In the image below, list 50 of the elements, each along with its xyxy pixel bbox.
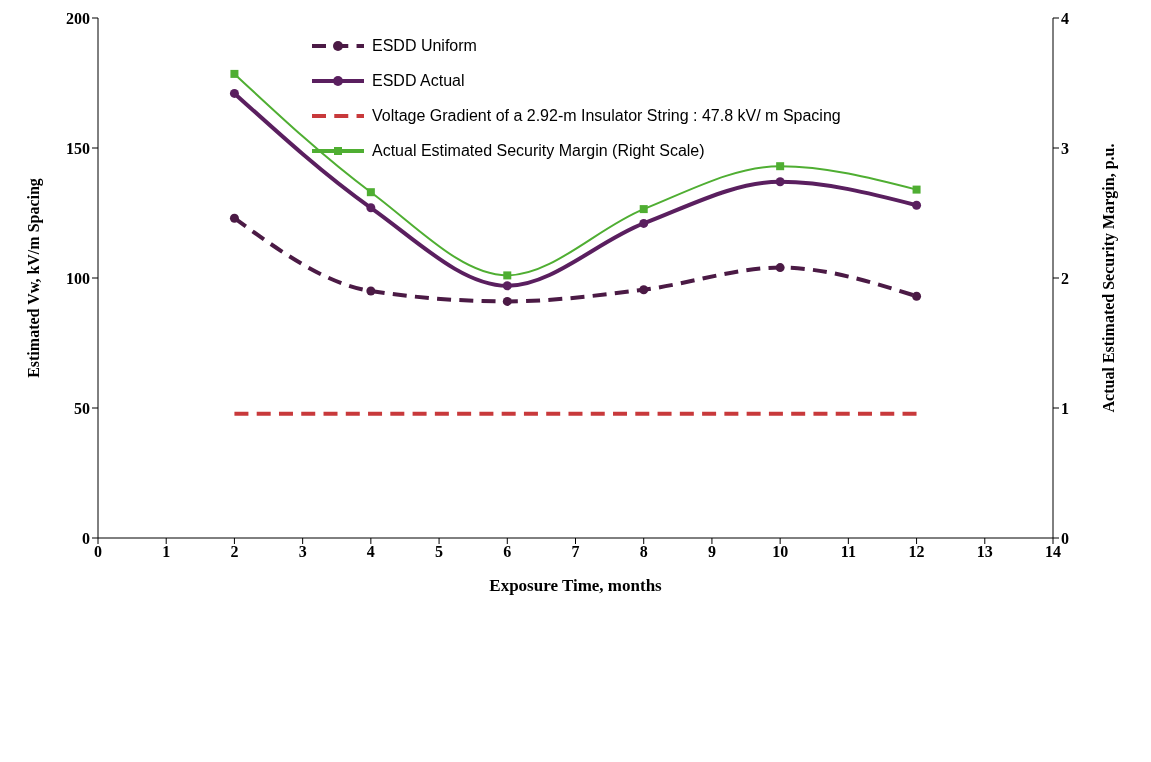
y-tick-label: 150 xyxy=(66,139,90,157)
y2-tick-label: 1 xyxy=(1061,399,1069,417)
point xyxy=(503,271,512,280)
x-tick-label: 13 xyxy=(976,543,993,561)
y-tick-label: 50 xyxy=(74,399,90,417)
x-tick-label: 6 xyxy=(503,543,512,561)
point xyxy=(366,203,376,213)
legend-label: ESDD Actual xyxy=(372,71,465,90)
x-tick-label: 4 xyxy=(366,543,375,561)
x-tick-label: 3 xyxy=(298,543,307,561)
point xyxy=(229,213,239,223)
point xyxy=(776,162,785,171)
x-axis-title: Exposure Time, months xyxy=(489,576,663,595)
x-tick-label: 5 xyxy=(435,543,444,561)
point xyxy=(366,286,376,296)
x-tick-label: 11 xyxy=(840,543,856,561)
x-tick-label: 10 xyxy=(772,543,789,561)
point xyxy=(912,200,922,210)
point xyxy=(366,188,375,197)
x-tick-label: 9 xyxy=(707,543,716,561)
y2-tick-label: 4 xyxy=(1061,9,1069,27)
point xyxy=(912,291,922,301)
legend-label: ESDD Uniform xyxy=(372,36,477,55)
y-tick-label: 100 xyxy=(66,269,90,287)
point xyxy=(502,296,512,306)
point xyxy=(775,177,785,187)
point xyxy=(229,88,239,98)
y2-tick-label: 2 xyxy=(1061,269,1069,287)
y-tick-label: 200 xyxy=(66,9,90,27)
point xyxy=(639,285,649,295)
y2-tick-label: 0 xyxy=(1061,529,1069,547)
legend-label: Actual Estimated Security Margin (Right Scale) xyxy=(372,141,705,160)
x-tick-label: 7 xyxy=(571,543,580,561)
x-tick-label: 1 xyxy=(162,543,171,561)
y-tick-label: 0 xyxy=(82,529,90,547)
point xyxy=(639,218,649,228)
y2-tick-label: 3 xyxy=(1061,139,1069,157)
point xyxy=(775,263,785,273)
point xyxy=(639,205,648,214)
point xyxy=(912,185,921,194)
x-tick-label: 2 xyxy=(230,543,239,561)
point xyxy=(230,69,239,78)
x-tick-label: 8 xyxy=(639,543,648,561)
y-axis-title: Estimated Vw, kV/m Spacing xyxy=(24,178,43,378)
y2-axis-title: Actual Estimated Security Margin, p.u. xyxy=(1099,143,1118,413)
x-tick-label: 0 xyxy=(94,543,102,561)
x-tick-label: 12 xyxy=(908,543,925,561)
x-tick-label: 14 xyxy=(1045,543,1061,561)
legend-label: Voltage Gradient of a 2.92-m Insulator String : 47.8 kV/ m Spacing xyxy=(372,106,841,125)
point xyxy=(502,281,512,291)
